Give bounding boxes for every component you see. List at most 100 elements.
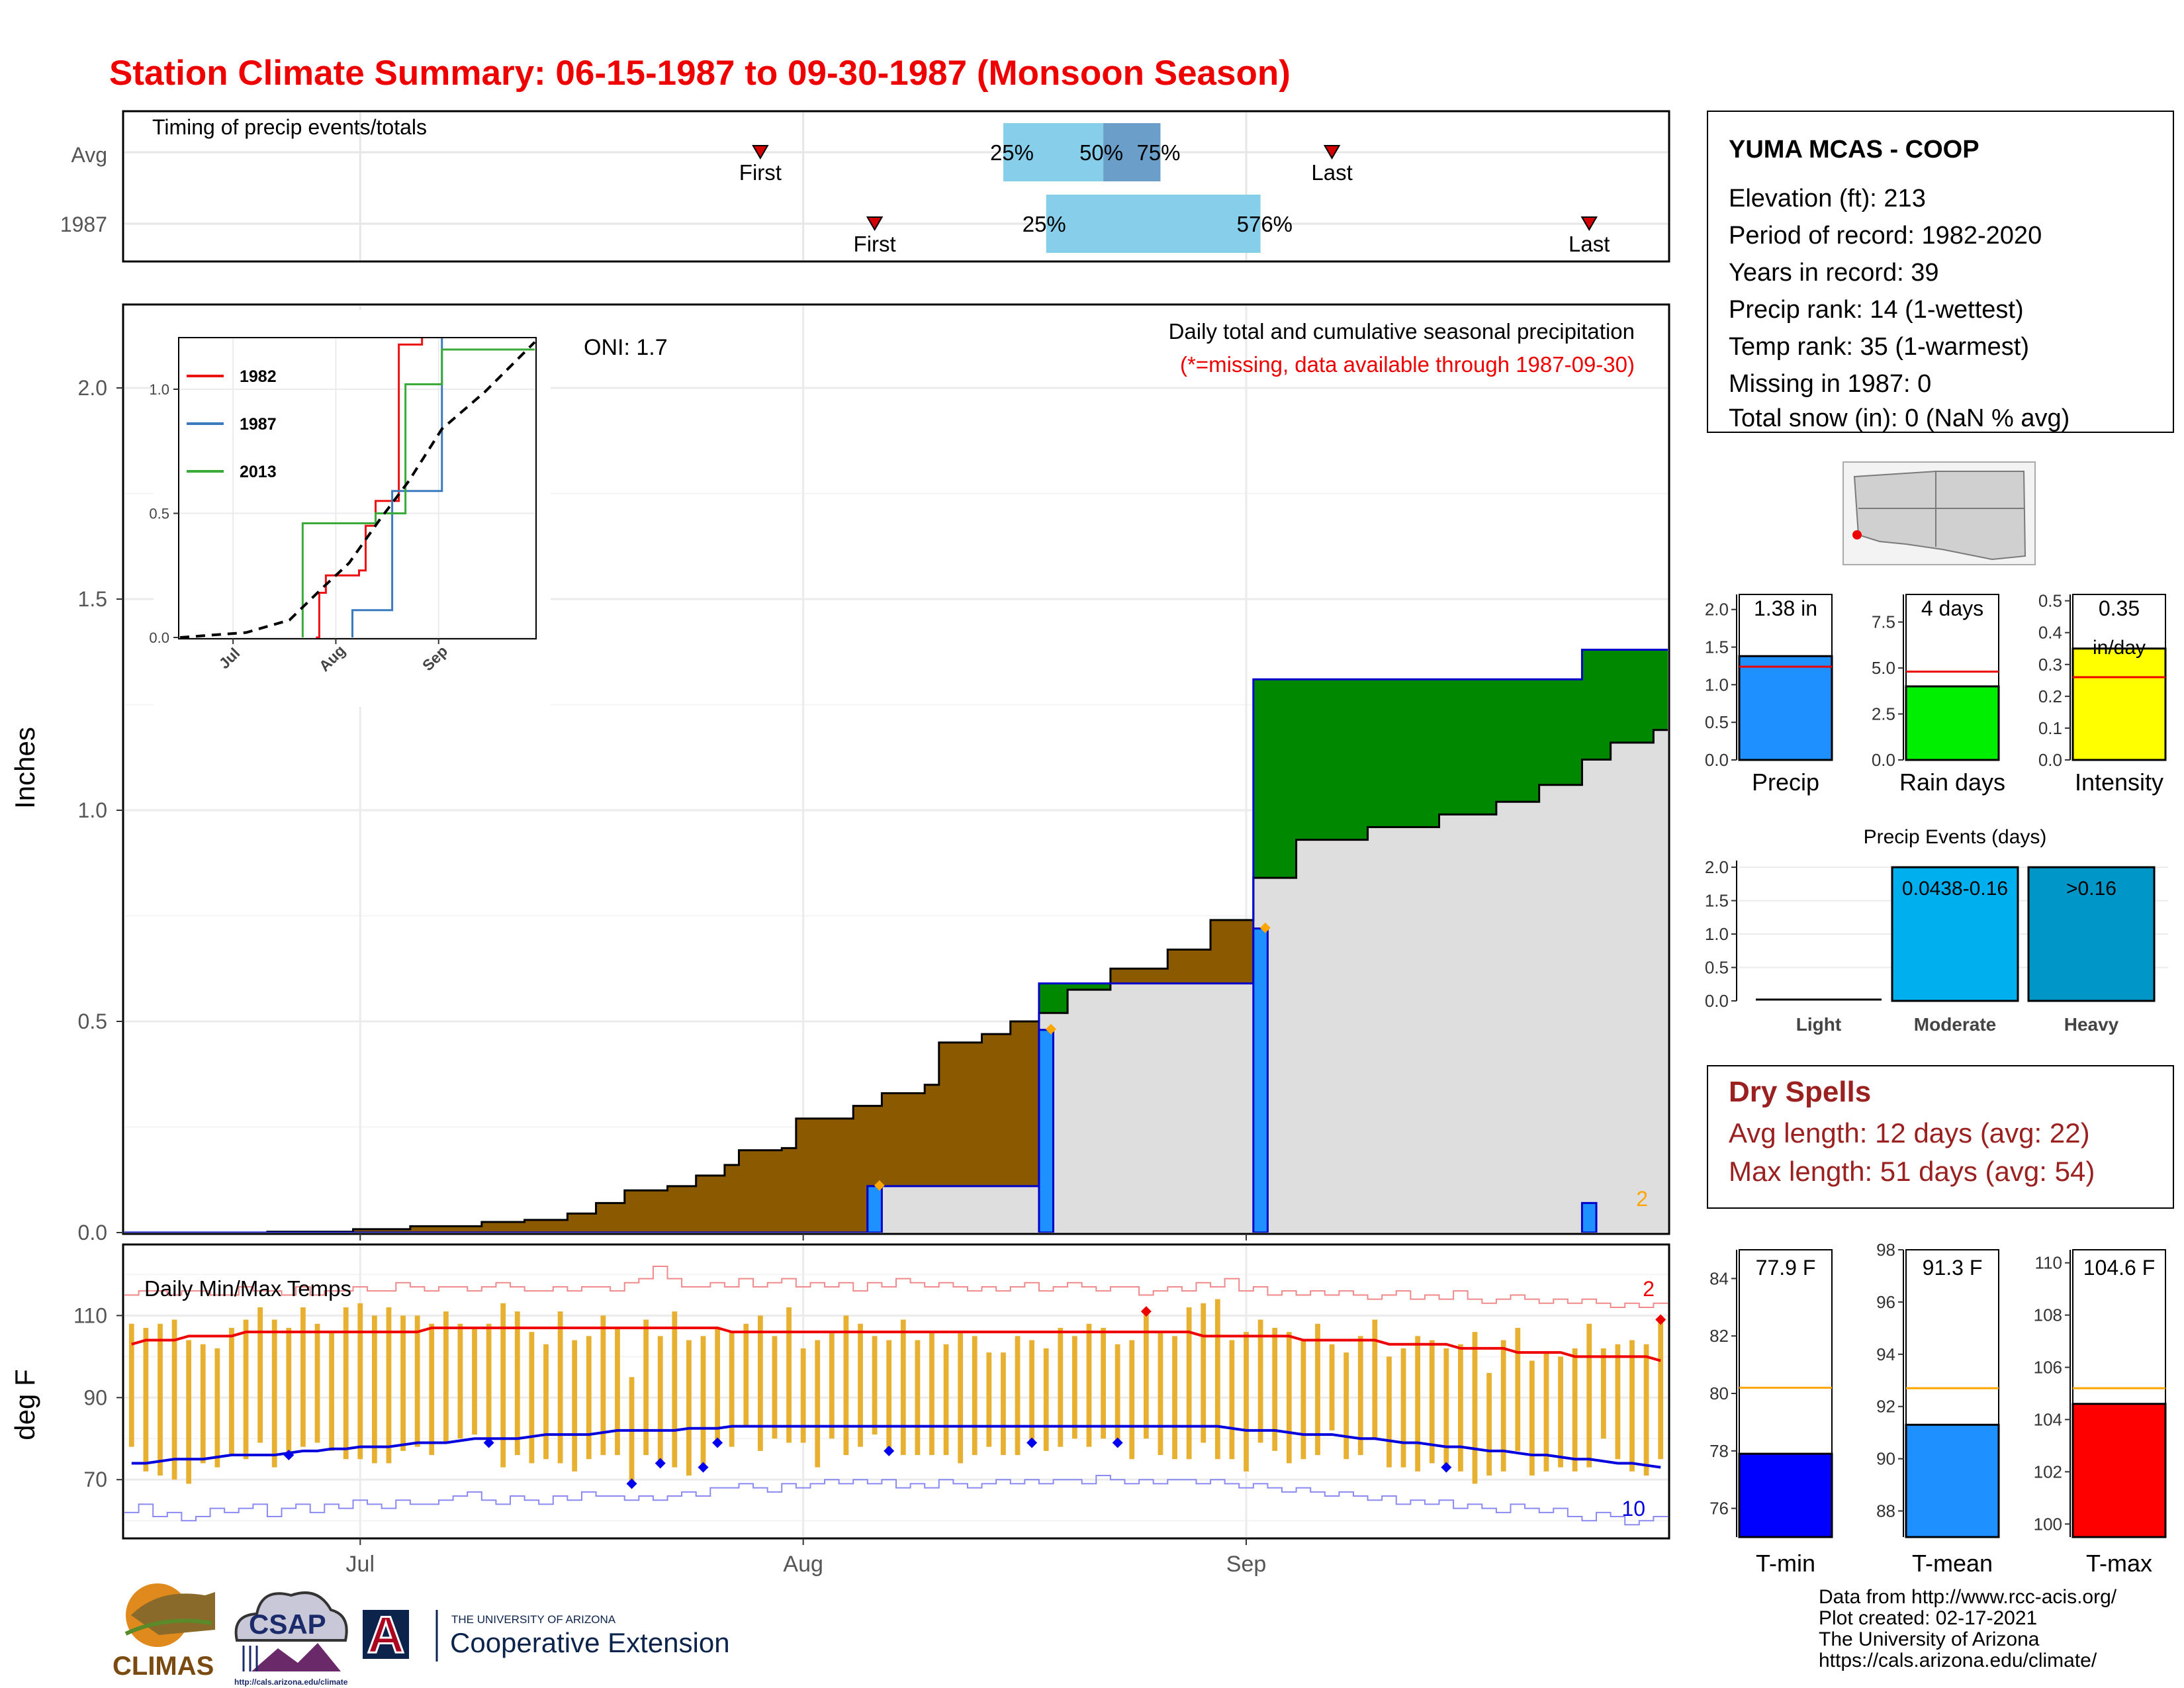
cumulative-diff-fill <box>553 1219 568 1233</box>
temp-range-bar <box>1058 1327 1064 1447</box>
cumulative-diff-fill <box>896 1093 911 1186</box>
inset-border <box>178 337 537 639</box>
dry-spells-max: Max length: 51 days (avg: 54) <box>1729 1156 2095 1187</box>
temp-range-bar <box>1486 1373 1492 1476</box>
inset-y-tick-label: 1.0 <box>149 381 169 398</box>
temp-range-bar <box>329 1332 334 1451</box>
temp-range-bar <box>486 1323 492 1443</box>
temp-range-bar <box>1443 1348 1449 1468</box>
cumulative-diff-fill <box>1396 679 1411 827</box>
station-temp-rank: Temp rank: 35 (1-warmest) <box>1729 333 2029 361</box>
cumulative-diff-fill <box>938 1042 954 1186</box>
cumulative-avg-fill <box>1081 990 1097 1233</box>
temp-range-bar <box>158 1323 163 1476</box>
temp-range-bar <box>1558 1356 1563 1468</box>
temp-range-bar <box>1543 1352 1549 1472</box>
cumulative-avg-fill <box>1639 742 1655 1233</box>
climas-logo-swoosh <box>124 1618 212 1636</box>
temp-panel-label: Daily Min/Max Temps <box>144 1276 351 1301</box>
temp-range-bar <box>1586 1323 1592 1468</box>
cumulative-avg-fill <box>925 1186 940 1233</box>
events-bar-heavy <box>2027 866 2156 1002</box>
temp-range-bar <box>1658 1319 1664 1460</box>
csap-logo-url: http://cals.arizona.edu/climate <box>234 1677 348 1687</box>
precip-event-count: 2 <box>1636 1187 1648 1211</box>
daily-precip-bar <box>866 1185 883 1233</box>
timing-avg-q50-q75-bar <box>1103 123 1161 181</box>
mini-bar-precip <box>1738 655 1833 761</box>
cumulative-avg-fill <box>1582 759 1597 1233</box>
temp-y-tick-label: 110 <box>73 1303 107 1327</box>
temp-range-bar <box>1086 1323 1092 1447</box>
cumulative-diff-fill <box>867 1105 883 1186</box>
cumulative-avg-fill <box>1181 983 1197 1233</box>
inset-legend-label: 2013 <box>240 463 277 481</box>
cumulative-avg-fill <box>882 1186 897 1233</box>
timing-last-marker <box>1323 145 1341 160</box>
mini-bar-raindays <box>1905 685 2000 761</box>
temp-range-bar <box>1458 1344 1463 1472</box>
temp-range-bar <box>243 1319 249 1460</box>
temp-range-bar <box>786 1307 792 1443</box>
csap-logo: CSAP http://cals.arizona.edu/climate <box>234 1591 348 1687</box>
cumulative-avg-fill <box>896 1186 911 1233</box>
footer: Data from http://www.rcc-acis.org/ Plot … <box>1819 1586 2117 1671</box>
cumulative-avg-fill <box>1482 814 1497 1233</box>
cumulative-diff-fill <box>453 1226 468 1233</box>
temp-range-bar <box>371 1315 377 1464</box>
daily-precip-bar <box>1252 927 1269 1233</box>
record-min-count: 10 <box>1621 1497 1645 1521</box>
temp-y-axis-label: deg F <box>9 1369 40 1440</box>
cumulative-diff-fill <box>953 1042 968 1186</box>
mini-y-tick-label: 0.1 <box>2038 718 2062 738</box>
cumulative-diff-fill <box>653 1190 668 1233</box>
record-min-marker <box>1026 1437 1038 1448</box>
temp-range-bar <box>1400 1348 1406 1468</box>
temp-range-bar <box>500 1303 506 1468</box>
mini-value-intensity: 0.35 <box>2099 596 2140 620</box>
tbar-y-tick-label: 90 <box>1876 1449 1895 1469</box>
record-min-marker <box>1112 1437 1123 1448</box>
ua-logo-big: Cooperative Extension <box>450 1627 730 1658</box>
temp-range-bar <box>1315 1323 1320 1456</box>
precip-y-tick-label: 0.5 <box>78 1009 107 1033</box>
inset-series-line <box>179 341 536 639</box>
cumulative-avg-fill <box>1153 983 1168 1233</box>
precip-missing-note: (*=missing, data available through 1987-… <box>1180 352 1635 377</box>
tbar-y-tick-label: 92 <box>1876 1397 1895 1417</box>
ua-logo: A THE UNIVERSITY OF ARIZONA Cooperative … <box>363 1605 730 1665</box>
timing-first-label: First <box>854 232 896 256</box>
cumulative-avg-fill <box>1625 742 1640 1233</box>
cumulative-diff-fill <box>1096 983 1111 990</box>
cumulative-diff-fill <box>825 1118 840 1233</box>
timing-panel-border <box>122 110 1670 263</box>
temp-range-bar <box>958 1332 964 1464</box>
footer-created: Plot created: 02-17-2021 <box>1819 1607 2037 1629</box>
timing-1987-q50-q75-label: 5​76% <box>1237 212 1293 236</box>
ua-logo-mark: A <box>367 1605 404 1664</box>
temp-range-bar <box>1643 1344 1649 1476</box>
temp-range-bar <box>772 1336 778 1439</box>
tbar-y-tick-label: 104 <box>2034 1409 2062 1429</box>
cumulative-diff-fill <box>567 1213 582 1233</box>
inset-series-line <box>316 338 424 639</box>
cumulative-avg-fill <box>1539 784 1554 1233</box>
cumulative-avg-fill <box>1382 827 1397 1233</box>
mini-y-tick-label: 0.5 <box>2038 591 2062 611</box>
tbar-value-tmax: 104.6 F <box>2083 1256 2156 1280</box>
cumulative-diff-fill <box>524 1219 539 1233</box>
cumulative-diff-fill <box>1382 679 1397 827</box>
cumulative-diff-fill <box>1353 679 1369 840</box>
cumulative-avg-fill <box>1324 839 1340 1233</box>
cumulative-diff-fill <box>925 1084 940 1186</box>
temp-range-bar <box>386 1307 392 1464</box>
temp-x-ticks: Jul Aug Sep <box>346 1538 1266 1577</box>
cumulative-avg-fill <box>1196 983 1211 1233</box>
tbar-y-tick-label: 108 <box>2034 1305 2062 1325</box>
cumulative-diff-fill <box>639 1190 654 1233</box>
cumulative-avg-fill <box>1167 983 1183 1233</box>
temp-range-bar <box>1072 1336 1077 1439</box>
temp-range-bar <box>1172 1336 1177 1460</box>
timing-row-avg: Avg <box>71 143 107 167</box>
